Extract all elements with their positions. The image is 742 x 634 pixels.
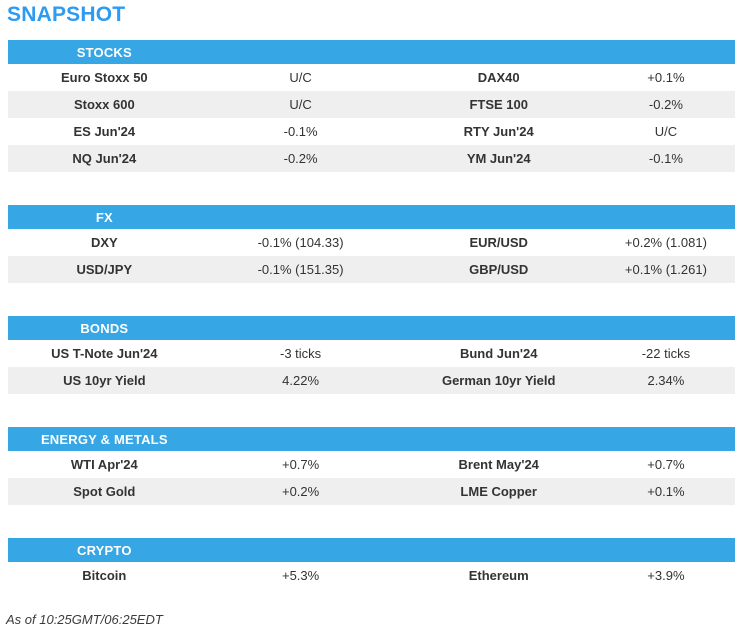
instrument-value: 2.34% [647,373,685,388]
instrument-name: DXY [90,235,118,250]
instrument-value: +0.7% [281,457,320,472]
instrument-name: Stoxx 600 [73,97,135,112]
table-row: Spot Gold +0.2% LME Copper +0.1% [8,478,735,505]
instrument-value: +3.9% [647,568,685,583]
section-rows: Bitcoin +5.3% Ethereum +3.9% [8,562,735,589]
section-title: ENERGY & METALS [40,431,168,447]
section-energy-metals: ENERGY & METALS WTI Apr'24 +0.7% Brent M… [8,427,735,505]
instrument-value: U/C [289,97,312,112]
instrument-value: -0.1% [283,124,318,139]
footer-timestamp: As of 10:25GMT/06:25EDT [6,612,163,627]
instrument-value: -0.2% [283,151,318,166]
table-row: DXY -0.1% (104.33) EUR/USD +0.2% (1.081) [8,229,735,256]
instrument-name: USD/JPY [76,262,133,277]
table-row: US T-Note Jun'24 -3 ticks Bund Jun'24 -2… [8,340,735,367]
section-header: ENERGY & METALS [8,427,735,451]
instrument-name: Spot Gold [73,484,136,499]
instrument-name: US 10yr Yield [63,373,146,388]
instrument-value: -0.1% (104.33) [257,235,344,250]
table-row: Stoxx 600 U/C FTSE 100 -0.2% [8,91,735,118]
instrument-value: U/C [289,70,312,85]
instrument-name: ES Jun'24 [73,124,136,139]
instrument-value: +0.7% [647,457,685,472]
instrument-name: German 10yr Yield [441,373,556,388]
section-rows: Euro Stoxx 50 U/C DAX40 +0.1% Stoxx 600 … [8,64,735,172]
table-row: US 10yr Yield 4.22% German 10yr Yield 2.… [8,367,735,394]
table-row: ES Jun'24 -0.1% RTY Jun'24 U/C [8,118,735,145]
section-rows: DXY -0.1% (104.33) EUR/USD +0.2% (1.081)… [8,229,735,283]
instrument-value: U/C [654,124,678,139]
section-title: BONDS [80,320,129,336]
section-header: BONDS [8,316,735,340]
instrument-name: DAX40 [477,70,520,85]
section-fx: FX DXY -0.1% (104.33) EUR/USD +0.2% (1.0… [8,205,735,283]
section-header: FX [8,205,735,229]
instrument-value: -0.2% [648,97,683,112]
instrument-name: Euro Stoxx 50 [60,70,148,85]
section-rows: US T-Note Jun'24 -3 ticks Bund Jun'24 -2… [8,340,735,394]
instrument-value: 4.22% [282,373,320,388]
instrument-value: +0.2% [281,484,320,499]
instrument-name: WTI Apr'24 [70,457,138,472]
table-row: WTI Apr'24 +0.7% Brent May'24 +0.7% [8,451,735,478]
instrument-value: -0.1% (151.35) [257,262,344,277]
instrument-value: +5.3% [281,568,320,583]
section-header: STOCKS [8,40,735,64]
instrument-name: Ethereum [468,568,529,583]
section-title: FX [95,209,113,225]
instrument-value: -3 ticks [280,346,322,361]
section-title: STOCKS [76,44,132,60]
table-row: USD/JPY -0.1% (151.35) GBP/USD +0.1% (1.… [8,256,735,283]
section-rows: WTI Apr'24 +0.7% Brent May'24 +0.7% Spot… [8,451,735,505]
instrument-value: +0.1% [647,484,685,499]
instrument-name: Bund Jun'24 [459,346,538,361]
page-title: SNAPSHOT [7,3,126,26]
instrument-value: +0.1% [647,70,685,85]
section-bonds: BONDS US T-Note Jun'24 -3 ticks Bund Jun… [8,316,735,394]
instrument-value: +0.1% (1.261) [624,262,707,277]
instrument-name: GBP/USD [469,262,529,277]
table-row: Euro Stoxx 50 U/C DAX40 +0.1% [8,64,735,91]
instrument-name: Brent May'24 [458,457,539,472]
instrument-name: YM Jun'24 [466,151,531,166]
instrument-name: EUR/USD [469,235,528,250]
market-snapshot-table: STOCKS Euro Stoxx 50 U/C DAX40 +0.1% Sto… [8,40,735,589]
section-crypto: CRYPTO Bitcoin +5.3% Ethereum +3.9% [8,538,735,589]
instrument-name: LME Copper [460,484,537,499]
instrument-name: US T-Note Jun'24 [51,346,158,361]
instrument-name: NQ Jun'24 [72,151,137,166]
instrument-value: +0.2% (1.081) [624,235,707,250]
section-title: CRYPTO [76,542,132,558]
instrument-value: -22 ticks [641,346,691,361]
section-header: CRYPTO [8,538,735,562]
instrument-name: Bitcoin [82,568,127,583]
instrument-value: -0.1% [648,151,683,166]
table-row: NQ Jun'24 -0.2% YM Jun'24 -0.1% [8,145,735,172]
section-stocks: STOCKS Euro Stoxx 50 U/C DAX40 +0.1% Sto… [8,40,735,172]
table-row: Bitcoin +5.3% Ethereum +3.9% [8,562,735,589]
instrument-name: FTSE 100 [469,97,528,112]
instrument-name: RTY Jun'24 [463,124,534,139]
